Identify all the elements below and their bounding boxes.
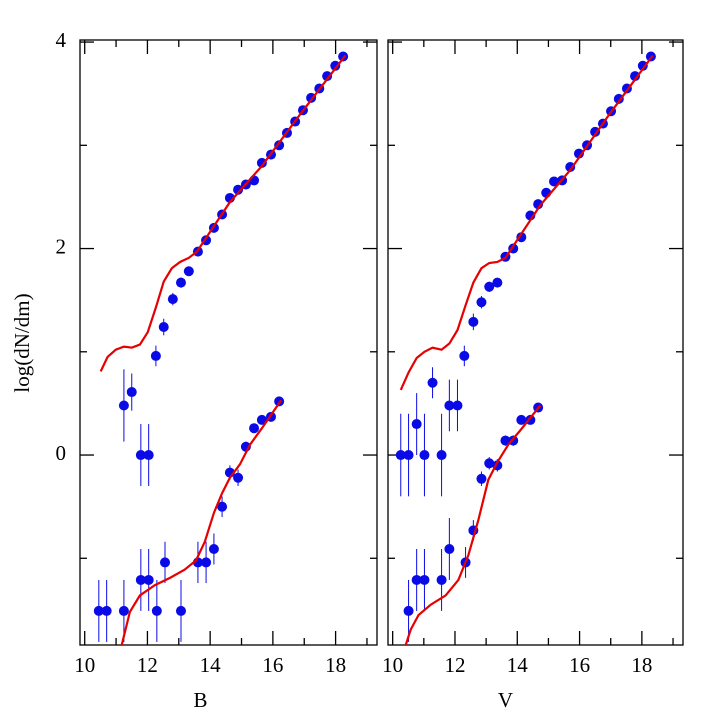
data-point bbox=[330, 60, 341, 71]
data-point bbox=[101, 605, 112, 616]
data-point bbox=[516, 232, 527, 243]
x-axis-label: B bbox=[193, 688, 207, 712]
data-point bbox=[118, 605, 129, 616]
data-point bbox=[565, 161, 576, 172]
x-tick-label: 10 bbox=[74, 653, 95, 677]
data-point bbox=[135, 574, 146, 585]
data-point bbox=[452, 400, 463, 411]
x-tick-label: 10 bbox=[382, 653, 403, 677]
panel: 10 12 14 16 18 V bbox=[382, 39, 684, 712]
plot-frame bbox=[79, 39, 378, 646]
data-point bbox=[93, 605, 104, 616]
x-tick-label: 18 bbox=[325, 653, 346, 677]
data-point bbox=[175, 277, 186, 288]
data-point bbox=[126, 387, 137, 398]
data-point bbox=[549, 176, 560, 187]
data-point bbox=[484, 458, 495, 469]
data-point bbox=[516, 414, 527, 425]
data-point bbox=[419, 574, 430, 585]
data-point bbox=[208, 543, 219, 554]
data-point bbox=[476, 297, 487, 308]
data-point bbox=[233, 184, 244, 195]
data-point bbox=[183, 266, 194, 277]
data-point bbox=[395, 450, 406, 461]
data-point bbox=[143, 450, 154, 461]
y-tick-label: 2 bbox=[56, 234, 67, 258]
y-axis-label: log(dN/dm) bbox=[10, 293, 34, 392]
data-point bbox=[459, 350, 470, 361]
data-point bbox=[201, 557, 212, 568]
data-point bbox=[322, 71, 333, 82]
data-point bbox=[158, 322, 169, 333]
data-point bbox=[233, 472, 244, 483]
data-point bbox=[175, 605, 186, 616]
data-point bbox=[151, 605, 162, 616]
x-tick-label: 16 bbox=[569, 653, 590, 677]
model-curve bbox=[404, 404, 542, 645]
data-point bbox=[159, 557, 170, 568]
data-point bbox=[427, 377, 438, 388]
data-point bbox=[444, 400, 455, 411]
x-tick-label: 16 bbox=[262, 653, 283, 677]
data-point bbox=[436, 574, 447, 585]
panel: 10 12 14 16 18 0 2 4 B bbox=[56, 28, 378, 712]
data-point bbox=[217, 501, 228, 512]
x-tick-label: 18 bbox=[631, 653, 652, 677]
data-point bbox=[573, 148, 584, 159]
data-point bbox=[630, 71, 641, 82]
data-point bbox=[436, 450, 447, 461]
data-point bbox=[249, 423, 260, 434]
x-tick-label: 12 bbox=[137, 653, 158, 677]
model-curve bbox=[120, 399, 282, 645]
data-point bbox=[411, 574, 422, 585]
data-point bbox=[637, 60, 648, 71]
data-point bbox=[167, 294, 178, 305]
data-point bbox=[500, 435, 511, 446]
x-tick-label: 12 bbox=[444, 653, 465, 677]
data-point bbox=[143, 574, 154, 585]
data bbox=[93, 51, 349, 645]
x-tick-label: 14 bbox=[507, 653, 529, 677]
data-point bbox=[468, 316, 479, 327]
y-tick-label: 4 bbox=[56, 28, 67, 52]
data-point bbox=[411, 419, 422, 430]
data-point bbox=[150, 350, 161, 361]
data-point bbox=[135, 450, 146, 461]
y-tick-label: 0 bbox=[56, 441, 67, 465]
data-point bbox=[419, 450, 430, 461]
data-point bbox=[118, 400, 129, 411]
model-curve bbox=[99, 54, 347, 372]
model-curve bbox=[399, 54, 654, 391]
data bbox=[395, 51, 656, 645]
x-axis-label: V bbox=[498, 688, 513, 712]
data-point bbox=[256, 157, 267, 168]
data-point bbox=[403, 450, 414, 461]
data-point bbox=[338, 51, 349, 62]
data-point bbox=[256, 414, 267, 425]
data-point bbox=[476, 473, 487, 484]
data-point bbox=[444, 543, 455, 554]
x-tick-label: 14 bbox=[200, 653, 222, 677]
data-point bbox=[403, 605, 414, 616]
data-point bbox=[484, 281, 495, 292]
data-point bbox=[492, 277, 503, 288]
plot-frame bbox=[387, 39, 684, 646]
